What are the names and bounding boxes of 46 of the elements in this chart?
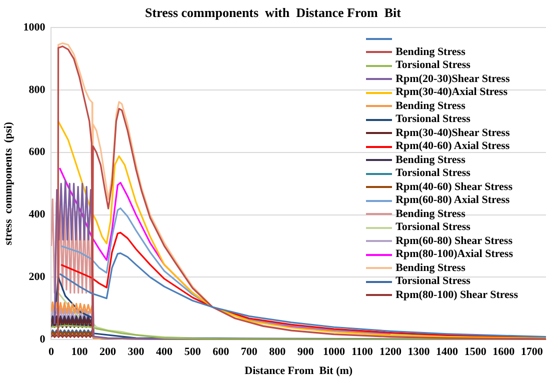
x-tick-label: 300 <box>128 346 145 358</box>
y-tick-label: 600 <box>28 146 46 158</box>
x-tick-label: 1300 <box>408 346 430 358</box>
x-tick-label: 1200 <box>379 346 402 358</box>
legend-label: Rpm(80-100) Shear Stress <box>396 288 518 302</box>
legend-label: Bending Stress <box>396 100 466 113</box>
x-tick-label: 1700 <box>520 346 544 358</box>
legend-label: Rpm(20-30)Shear Stress <box>396 72 510 86</box>
x-tick-label: 800 <box>269 346 286 358</box>
x-tick-label: 500 <box>184 346 202 358</box>
x-tick-label: 200 <box>100 346 116 358</box>
chart-title: Stress commponents with Distance From Bit <box>145 5 402 20</box>
legend-label: Bending Stress <box>396 154 466 167</box>
x-tick-label: 1500 <box>464 346 487 358</box>
legend-label: Torsional Stress <box>396 167 470 180</box>
x-tick-label: 1000 <box>322 346 346 358</box>
x-tick-label: 1100 <box>352 346 374 358</box>
x-tick-label: 400 <box>156 346 174 358</box>
y-axis-title: stress commponents (psi) <box>2 122 14 246</box>
x-axis-title: Distance From Bit (m) <box>244 365 353 378</box>
y-tick-label: 400 <box>28 208 46 221</box>
legend-label: Rpm(60-80) Axial Stress <box>396 194 510 208</box>
legend-label: Rpm(60-80) Shear Stress <box>396 234 512 248</box>
legend-label: Rpm(30-40)Shear Stress <box>396 126 510 140</box>
x-tick-label: 600 <box>212 346 230 358</box>
legend-label: Rpm(40-60) Axial Stress <box>396 140 510 154</box>
legend-label: Bending Stress <box>396 46 466 59</box>
legend-label: Torsional Stress <box>396 113 470 126</box>
legend-label: Rpm(30-40)Axial Stress <box>396 86 508 100</box>
legend-label: Torsional Stress <box>396 221 470 234</box>
y-tick-label: 1000 <box>23 21 46 34</box>
legend-label: Torsional Stress <box>396 59 470 72</box>
legend-label: Rpm(80-100)Axial Stress <box>396 248 513 262</box>
legend-label: Rpm(40-60) Shear Stress <box>396 180 512 194</box>
x-tick-label: 100 <box>71 346 88 358</box>
y-tick-label: 0 <box>40 333 46 346</box>
x-tick-label: 1400 <box>436 346 459 358</box>
x-tick-label: 1600 <box>492 346 516 358</box>
x-tick-label: 900 <box>297 346 314 358</box>
legend-label: Bending Stress <box>396 262 466 275</box>
y-tick-label: 200 <box>28 271 46 284</box>
x-tick-label: 0 <box>48 346 54 358</box>
legend-label: Torsional Stress <box>396 275 470 288</box>
x-tick-label: 700 <box>240 346 258 358</box>
y-tick-label: 800 <box>28 84 46 96</box>
legend-label: Bending Stress <box>396 208 466 221</box>
